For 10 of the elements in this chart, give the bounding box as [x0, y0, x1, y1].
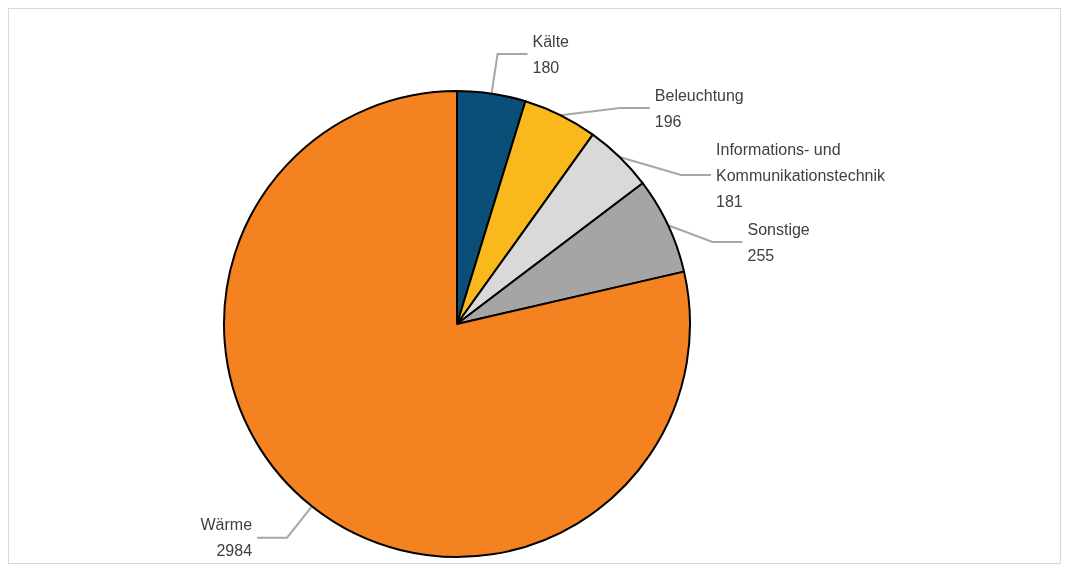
data-label: 180	[532, 58, 560, 76]
slice-label: Sonstige	[747, 220, 810, 238]
data-label: 255	[747, 246, 775, 264]
slice-label: Wärme	[200, 516, 253, 534]
slice-label: Informations- und Kommunikationstechnik	[716, 140, 887, 184]
data-label: 181	[716, 192, 743, 210]
data-label: 2984	[216, 542, 253, 560]
slice-label: Beleuchtung	[654, 86, 744, 104]
slice-label: Kälte	[532, 32, 570, 50]
data-label: 196	[654, 112, 682, 130]
